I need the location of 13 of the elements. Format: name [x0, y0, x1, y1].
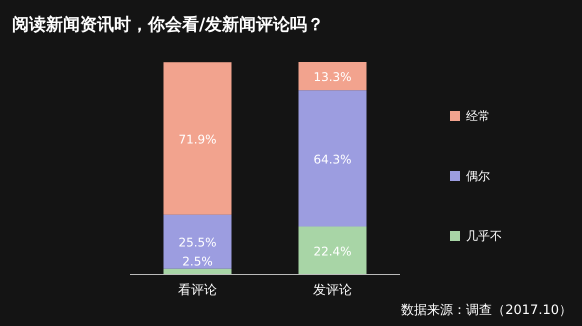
chart-title: 阅读新闻资讯时，你会看/发新闻评论吗？ [12, 15, 324, 35]
legend-label: 几乎不 [466, 229, 502, 243]
legend-label: 经常 [466, 109, 490, 123]
legend-label: 偶尔 [466, 169, 490, 183]
data-label: 2.5% [182, 254, 213, 269]
data-label: 22.4% [313, 244, 352, 258]
data-label: 25.5% [178, 236, 217, 250]
data-label: 71.9% [178, 132, 217, 146]
x-tick-label: 发评论 [313, 283, 352, 298]
data-label: 64.3% [313, 152, 352, 166]
source-note: 数据来源：调查（2017.10） [401, 303, 572, 318]
x-tick-label: 看评论 [178, 283, 217, 298]
data-label: 13.3% [313, 70, 352, 84]
